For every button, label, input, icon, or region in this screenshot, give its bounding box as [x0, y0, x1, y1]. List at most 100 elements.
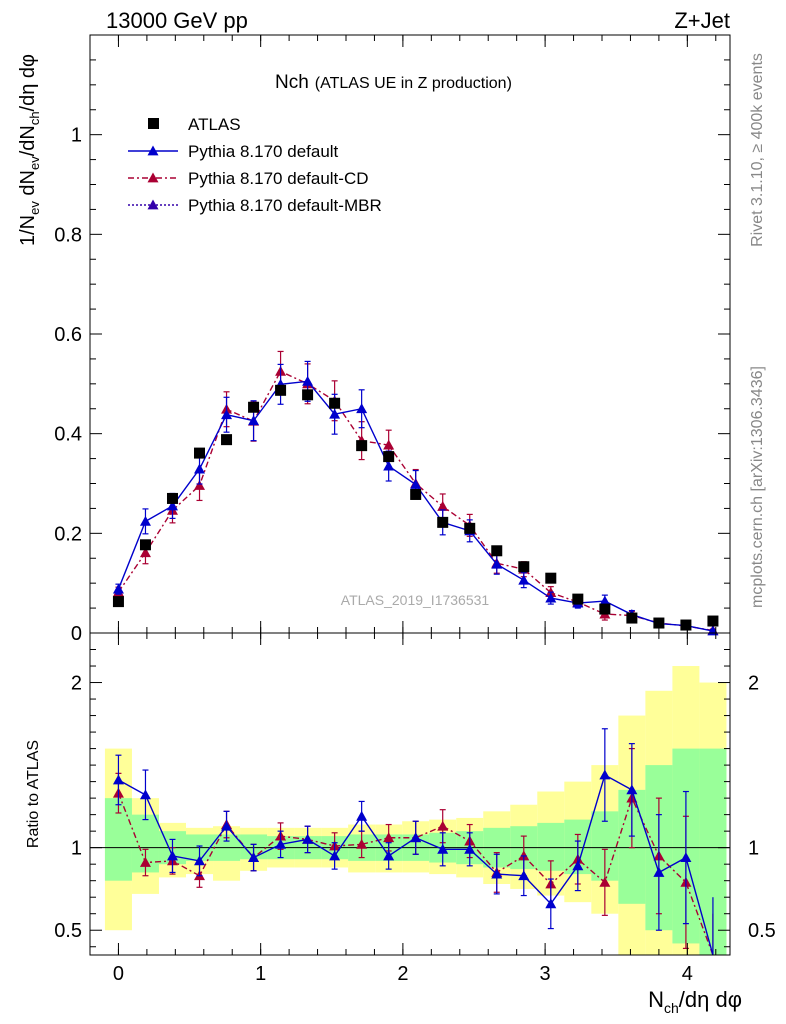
atlas-data-point: [599, 603, 611, 615]
ratio-point-cd: [437, 820, 449, 831]
ratio-point-default: [329, 850, 341, 861]
x-tick-label: 1: [255, 963, 266, 985]
ratio-point-default: [383, 850, 395, 861]
data-point-cd: [139, 547, 151, 558]
header-energy-label: 13000 GeV pp: [106, 8, 248, 33]
atlas-data-point: [437, 516, 449, 528]
ratio-point-default: [491, 868, 503, 879]
ratio-point-default: [410, 832, 422, 843]
data-point-default: [518, 574, 530, 585]
atlas-data-point: [194, 447, 206, 459]
data-point-cd: [194, 479, 206, 490]
ratio-point-default: [302, 833, 314, 844]
data-point-default: [329, 408, 341, 419]
ratio-point-cd: [383, 832, 395, 843]
atlas-data-point: [518, 561, 530, 573]
y-axis-label-ratio: Ratio to ATLAS: [25, 740, 42, 848]
ratio-point-default: [653, 866, 665, 877]
atlas-data-point: [680, 619, 692, 631]
ratio-tick-label-right: 2: [748, 673, 759, 695]
x-tick-label: 3: [540, 963, 551, 985]
atlas-data-point: [221, 434, 233, 446]
ratio-point-default: [194, 855, 206, 866]
atlas-data-point: [356, 440, 368, 452]
data-point-cd: [383, 439, 395, 450]
atlas-data-point: [545, 572, 557, 584]
plot-title-main: Nch: [275, 72, 309, 93]
ratio-point-cd: [139, 857, 151, 867]
data-point-default: [221, 409, 233, 420]
ratio-point-default: [680, 852, 692, 862]
ratio-point-default: [572, 860, 584, 871]
atlas-data-point: [572, 593, 584, 605]
data-point-default: [194, 463, 206, 474]
y-tick-label: 0.8: [54, 224, 82, 246]
data-point-default: [166, 500, 178, 511]
plot-title: Nch (ATLAS UE in Z production): [275, 72, 512, 93]
ratio-point-default: [464, 843, 476, 854]
ratio-point-default: [626, 784, 638, 795]
ratio-line-cd: [117, 792, 714, 956]
main-panel-frame: [89, 34, 731, 634]
y-tick-label: 0.4: [54, 424, 82, 446]
atlas-data-point: [139, 539, 151, 551]
ratio-point-default: [221, 820, 233, 831]
ratio-point-default: [248, 852, 260, 862]
atlas-data-point: [112, 596, 124, 608]
atlas-data-point: [275, 384, 287, 396]
legend-marker-default: [147, 145, 159, 156]
ratio-tick-label-right: 1: [748, 838, 759, 860]
ratio-panel-frame: [89, 632, 731, 956]
ratio-tick-label: 0.5: [54, 920, 82, 942]
legend-label-atlas: ATLAS: [188, 115, 241, 134]
legend-marker-atlas: [148, 118, 159, 129]
mcplots-label: mcplots.cern.ch [arXiv:1306.3436]: [749, 366, 766, 608]
data-point-cd: [437, 500, 449, 511]
atlas-data-point: [166, 492, 178, 504]
legend-label-default: Pythia 8.170 default: [188, 142, 339, 161]
x-tick-label: 0: [113, 963, 124, 985]
y-tick-label: 0.6: [54, 324, 82, 346]
atlas-data-point: [464, 522, 476, 534]
ratio-tick-label: 2: [71, 673, 82, 695]
ratio-point-default: [356, 810, 368, 821]
y-tick-label: 0.2: [54, 523, 82, 545]
ratio-tick-label-right: 0.5: [748, 920, 776, 942]
ratio-point-default: [275, 838, 287, 849]
atlas-data-point: [248, 401, 260, 413]
ratio-tick-label: 1: [71, 838, 82, 860]
data-point-default: [302, 375, 314, 386]
x-tick-label: 4: [682, 963, 693, 985]
legend-label-cd: Pythia 8.170 default-CD: [188, 169, 369, 188]
ratio-point-default: [139, 789, 151, 800]
ratio-point-default: [545, 898, 557, 909]
data-point-default: [112, 583, 124, 594]
x-tick-label: 2: [397, 963, 408, 985]
atlas-data-point: [707, 615, 719, 627]
legend-label-mbr: Pythia 8.170 default-MBR: [188, 196, 382, 215]
ratio-point-default: [437, 843, 449, 854]
plot-title-sub: (ATLAS UE in Z production): [315, 75, 512, 92]
ratio-point-default: [166, 850, 178, 861]
y-tick-label: 1: [71, 125, 82, 147]
atlas-data-point: [653, 617, 665, 629]
y-tick-label-zero: 0: [71, 623, 82, 645]
atlas-data-point: [383, 451, 395, 463]
atlas-data-point: [410, 488, 422, 500]
data-point-default: [491, 558, 503, 569]
ratio-point-cd: [599, 876, 611, 887]
atlas-data-point: [626, 612, 638, 624]
atlas-data-point: [302, 389, 314, 401]
analysis-watermark: ATLAS_2019_I1736531: [341, 592, 490, 608]
data-point-default: [545, 592, 557, 603]
x-axis-label: Nch/dη dφ: [648, 987, 742, 1016]
legend: ATLAS Pythia 8.170 default Pythia 8.170 de…: [128, 115, 382, 215]
data-point-default: [599, 595, 611, 606]
ratio-panel: 0 1 2 3 4 0.5 0.5 1 1 2 2: [54, 632, 776, 985]
header-process-label: Z+Jet: [674, 8, 730, 33]
main-panel: 0.2 0.4 0.6 0.8 1 0 Nch (ATLAS UE in Z product…: [54, 34, 731, 645]
atlas-data-point: [491, 545, 503, 557]
ratio-point-default: [518, 870, 530, 881]
y-axis-label-main: 1/Nev dNev/dNch/dη dφ: [17, 54, 42, 246]
data-point-default: [248, 415, 260, 426]
